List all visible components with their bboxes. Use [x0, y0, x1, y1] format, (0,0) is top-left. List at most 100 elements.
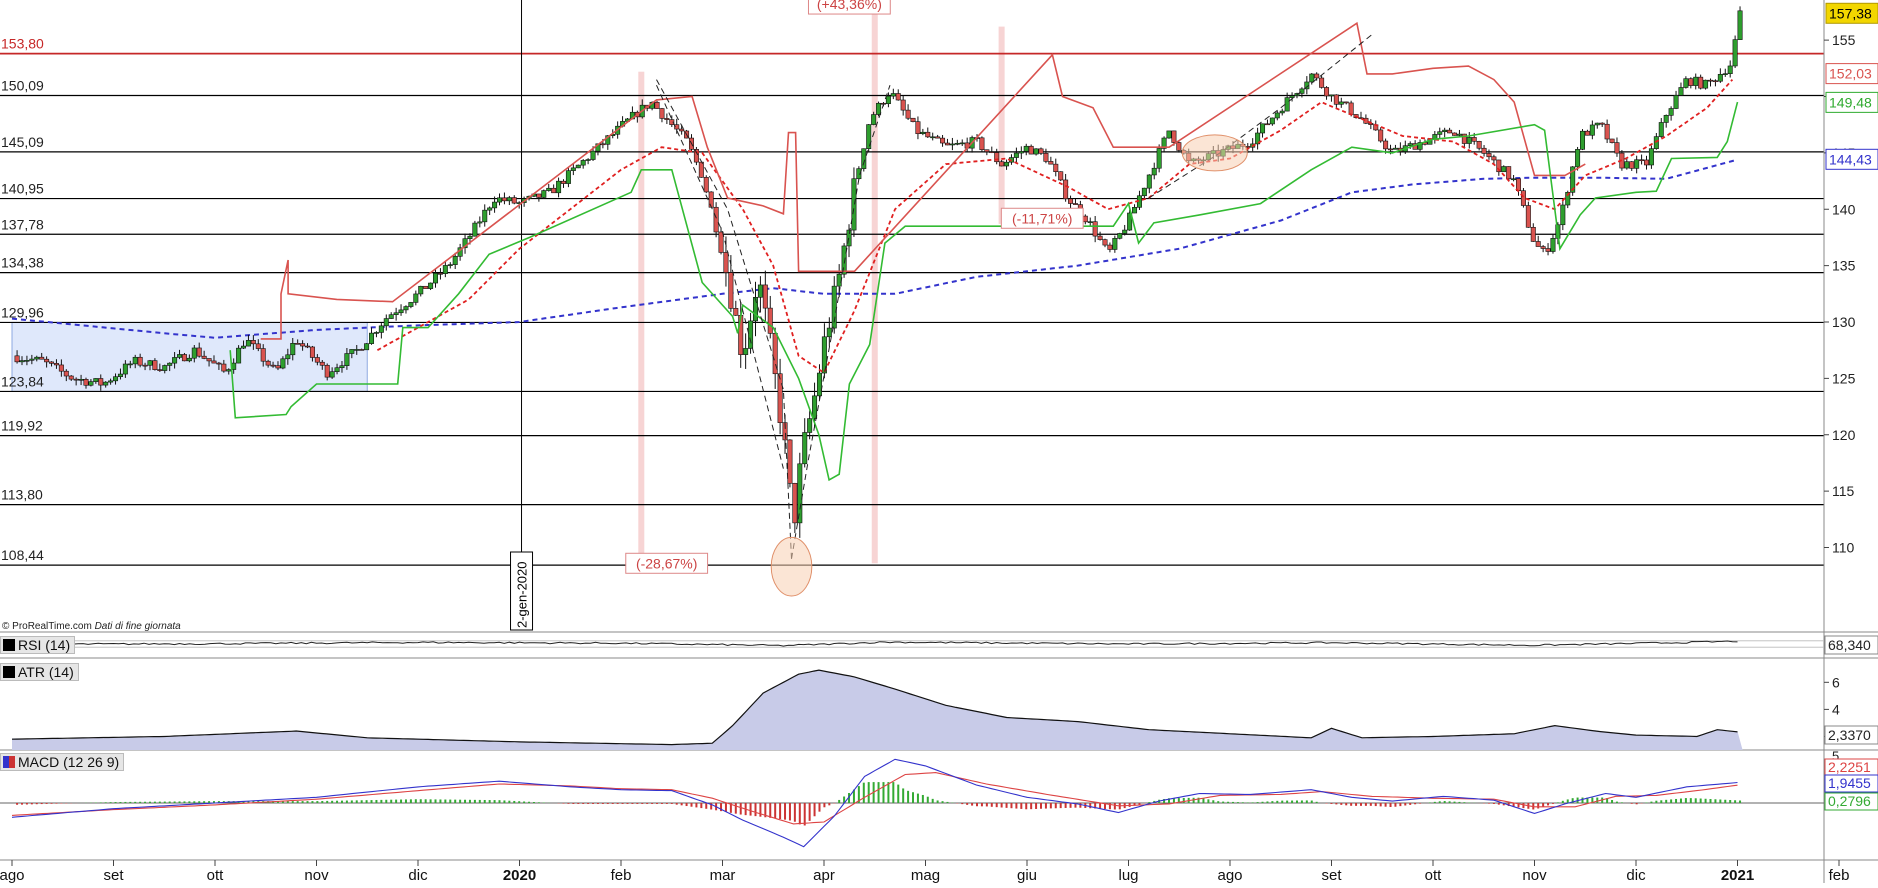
candle-body	[1407, 143, 1413, 146]
rsi-line	[11, 640, 1738, 647]
candle-body	[388, 314, 394, 319]
candle	[954, 139, 960, 146]
candle	[826, 317, 832, 347]
candle	[24, 355, 30, 366]
annotation-box	[625, 552, 709, 574]
candle-body	[1486, 153, 1492, 158]
candle	[935, 134, 941, 139]
candle	[14, 350, 20, 364]
candle-body	[1097, 235, 1103, 240]
atr-value-label: 2,3370	[1828, 727, 1871, 743]
candle-body	[851, 178, 857, 231]
candle-body	[108, 380, 114, 383]
move-range-bar	[638, 71, 645, 564]
candle-body	[1068, 198, 1074, 204]
candle-body	[787, 439, 793, 484]
candle	[1146, 174, 1152, 194]
price-badge	[1825, 91, 1878, 113]
macd-value-label: 0,2796	[1828, 793, 1871, 809]
candle-body	[698, 161, 704, 178]
candle	[482, 204, 488, 227]
level-label: 113,80	[1, 487, 43, 503]
candle	[1392, 144, 1398, 150]
candle-body	[1614, 142, 1620, 154]
candle-body	[300, 343, 306, 347]
candle	[900, 95, 906, 116]
rsi-panel-label[interactable]: RSI (14)	[0, 636, 76, 654]
candle-body	[994, 152, 1000, 163]
candle	[1117, 232, 1123, 240]
candle-body	[270, 364, 276, 367]
candle-body	[1063, 179, 1069, 200]
candle	[585, 158, 591, 165]
candle	[29, 354, 35, 365]
candle-body	[211, 360, 217, 364]
x-tick-label: 2021	[1721, 867, 1754, 883]
candle	[994, 148, 1000, 165]
candle	[1048, 156, 1054, 165]
candle	[442, 261, 448, 278]
level-label: 108,44	[1, 547, 44, 563]
candle-body	[1058, 171, 1064, 181]
candle-body	[1437, 131, 1443, 135]
candle-body	[1560, 204, 1566, 226]
candle-body	[590, 150, 596, 160]
candle-body	[1338, 101, 1344, 105]
candle	[1028, 144, 1034, 155]
candle-body	[1639, 159, 1645, 162]
candle-body	[373, 332, 379, 334]
candle-body	[1491, 156, 1497, 161]
candle	[211, 355, 217, 364]
candle	[152, 358, 158, 371]
candle	[659, 107, 665, 123]
candle	[885, 92, 891, 108]
candle-body	[127, 363, 133, 366]
candle-body	[63, 370, 69, 377]
candle	[383, 314, 389, 331]
candle	[1309, 73, 1315, 85]
candle-body	[1520, 190, 1526, 206]
candle-body	[930, 136, 936, 139]
candle	[1486, 149, 1492, 160]
candle-body	[1535, 241, 1541, 247]
candle	[1072, 198, 1078, 205]
candle-body	[314, 357, 320, 363]
x-tick-label: set	[1321, 867, 1342, 883]
candle-body	[1383, 140, 1389, 150]
candle-body	[44, 358, 50, 363]
candle-body	[201, 355, 207, 359]
candle	[1634, 155, 1640, 174]
y-tick-label: 125	[1832, 370, 1856, 386]
candle-body	[58, 364, 64, 372]
atr-area	[12, 670, 1743, 750]
candle-body	[1092, 221, 1098, 237]
x-tick-label: giu	[1017, 867, 1037, 883]
candle	[305, 343, 311, 349]
candle-body	[506, 197, 512, 202]
candle	[1102, 238, 1108, 248]
candle	[979, 136, 985, 153]
candle-body	[1712, 80, 1718, 83]
candle-body	[1264, 123, 1270, 126]
x-tick-label: nov	[1522, 867, 1547, 883]
candle	[925, 127, 931, 139]
candle-body	[1683, 78, 1689, 88]
candle	[19, 356, 25, 366]
atr-panel-label[interactable]: ATR (14)	[0, 663, 79, 681]
price-badge-label: 157,38	[1829, 5, 1872, 21]
candle	[1437, 127, 1443, 139]
candle-body	[876, 102, 882, 115]
candle	[703, 175, 709, 194]
macd-panel-label[interactable]: MACD (12 26 9)	[0, 753, 125, 771]
candle-body	[117, 373, 123, 377]
candle	[1668, 106, 1674, 121]
candle-body	[797, 463, 803, 524]
candle	[1033, 148, 1039, 156]
candle	[250, 335, 256, 350]
candle-body	[344, 353, 350, 366]
candle	[487, 206, 493, 216]
candle	[88, 379, 94, 387]
candle-body	[29, 358, 35, 361]
candle	[408, 301, 414, 309]
